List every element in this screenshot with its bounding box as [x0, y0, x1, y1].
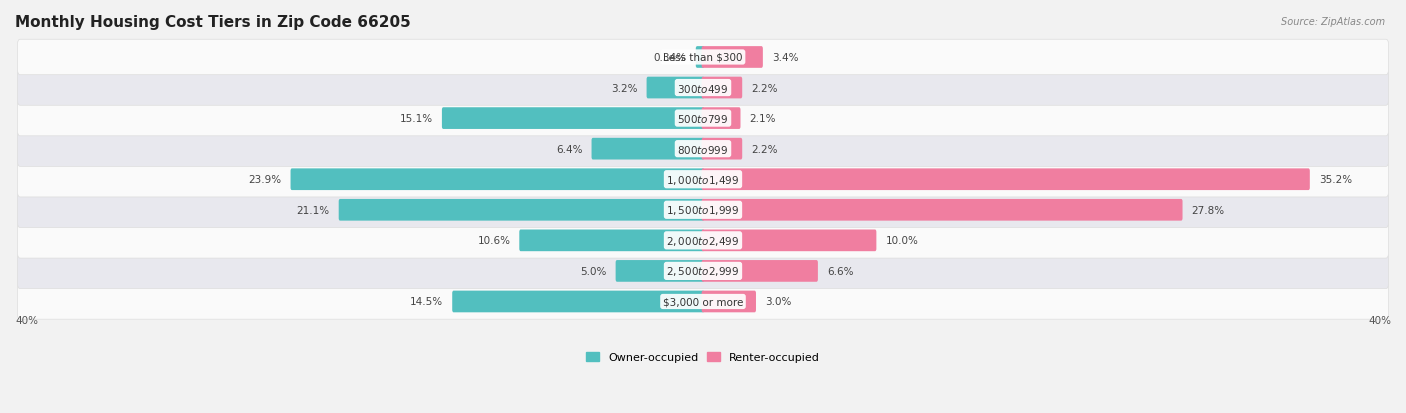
Text: $1,000 to $1,499: $1,000 to $1,499 [666, 173, 740, 186]
FancyBboxPatch shape [647, 78, 704, 99]
FancyBboxPatch shape [702, 199, 1182, 221]
Text: 23.9%: 23.9% [249, 175, 281, 185]
FancyBboxPatch shape [702, 47, 763, 69]
FancyBboxPatch shape [592, 138, 704, 160]
FancyBboxPatch shape [702, 138, 742, 160]
Text: $1,500 to $1,999: $1,500 to $1,999 [666, 204, 740, 217]
FancyBboxPatch shape [702, 291, 756, 313]
Text: 5.0%: 5.0% [581, 266, 606, 276]
Text: Source: ZipAtlas.com: Source: ZipAtlas.com [1281, 17, 1385, 26]
FancyBboxPatch shape [18, 132, 1388, 167]
FancyBboxPatch shape [702, 261, 818, 282]
FancyBboxPatch shape [441, 108, 704, 130]
FancyBboxPatch shape [18, 71, 1388, 106]
Text: 3.0%: 3.0% [765, 297, 792, 307]
Text: 0.34%: 0.34% [654, 53, 688, 63]
FancyBboxPatch shape [291, 169, 704, 191]
FancyBboxPatch shape [18, 284, 1388, 319]
FancyBboxPatch shape [18, 192, 1388, 228]
FancyBboxPatch shape [702, 230, 876, 252]
Text: 3.2%: 3.2% [612, 83, 638, 93]
Text: 3.4%: 3.4% [772, 53, 799, 63]
Text: 40%: 40% [1368, 316, 1391, 325]
Text: 21.1%: 21.1% [297, 205, 330, 215]
Text: $800 to $999: $800 to $999 [678, 143, 728, 155]
Text: Monthly Housing Cost Tiers in Zip Code 66205: Monthly Housing Cost Tiers in Zip Code 6… [15, 15, 411, 30]
Text: $3,000 or more: $3,000 or more [662, 297, 744, 307]
Text: 15.1%: 15.1% [399, 114, 433, 124]
FancyBboxPatch shape [696, 47, 704, 69]
Text: $500 to $799: $500 to $799 [678, 113, 728, 125]
FancyBboxPatch shape [18, 40, 1388, 76]
FancyBboxPatch shape [18, 101, 1388, 136]
Text: 6.4%: 6.4% [557, 144, 582, 154]
FancyBboxPatch shape [18, 162, 1388, 197]
Text: 6.6%: 6.6% [827, 266, 853, 276]
Text: 2.2%: 2.2% [751, 144, 778, 154]
Text: 10.6%: 10.6% [478, 236, 510, 246]
FancyBboxPatch shape [519, 230, 704, 252]
Text: $2,000 to $2,499: $2,000 to $2,499 [666, 234, 740, 247]
Text: 14.5%: 14.5% [411, 297, 443, 307]
Text: 2.1%: 2.1% [749, 114, 776, 124]
Text: $2,500 to $2,999: $2,500 to $2,999 [666, 265, 740, 278]
Text: Less than $300: Less than $300 [664, 53, 742, 63]
FancyBboxPatch shape [18, 223, 1388, 259]
FancyBboxPatch shape [339, 199, 704, 221]
FancyBboxPatch shape [616, 261, 704, 282]
FancyBboxPatch shape [702, 108, 741, 130]
Text: 35.2%: 35.2% [1319, 175, 1353, 185]
Text: 27.8%: 27.8% [1191, 205, 1225, 215]
FancyBboxPatch shape [702, 78, 742, 99]
Text: 40%: 40% [15, 316, 38, 325]
Text: 2.2%: 2.2% [751, 83, 778, 93]
FancyBboxPatch shape [453, 291, 704, 313]
Text: $300 to $499: $300 to $499 [678, 82, 728, 94]
FancyBboxPatch shape [18, 254, 1388, 289]
Text: 10.0%: 10.0% [886, 236, 918, 246]
Legend: Owner-occupied, Renter-occupied: Owner-occupied, Renter-occupied [581, 348, 825, 367]
FancyBboxPatch shape [702, 169, 1310, 191]
